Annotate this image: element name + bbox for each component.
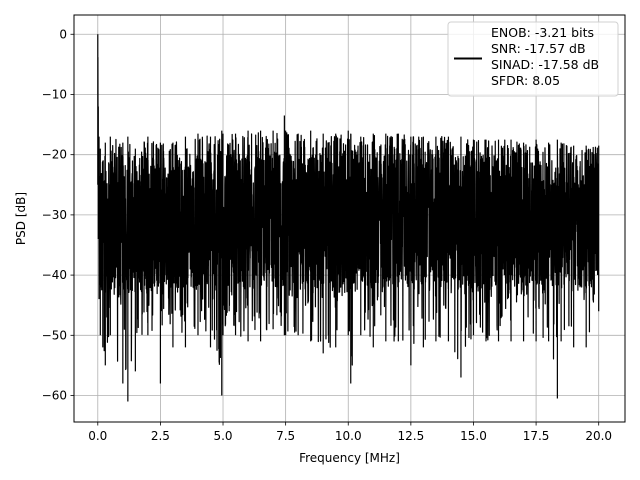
y-axis-ticks: 0 −10 −20 −30 −40 −50 −60 [42,27,74,403]
x-tick-label: 15.0 [460,429,487,443]
x-tick-label: 17.5 [523,429,550,443]
x-tick-label: 7.5 [276,429,295,443]
x-tick-label: 20.0 [585,429,612,443]
axes-frame [73,14,626,423]
x-tick-label: 10.0 [335,429,362,443]
x-axis-ticks: 0.0 2.5 5.0 7.5 10.0 12.5 15.0 17.5 20.0 [88,422,612,443]
x-tick-label: 2.5 [151,429,170,443]
x-tick-label: 5.0 [213,429,232,443]
y-tick-label: 0 [59,27,67,41]
y-tick-label: −60 [42,389,67,403]
legend: ENOB: -3.21 bits SNR: -17.57 dB SINAD: -… [447,21,619,97]
y-tick-label: −20 [42,148,67,162]
x-tick-label: 12.5 [398,429,425,443]
y-tick-label: −30 [42,208,67,222]
x-tick-label: 0.0 [88,429,107,443]
legend-enob: ENOB: -3.21 bits [491,25,594,40]
x-axis-label: Frequency [MHz] [299,451,400,465]
plot-data [97,34,600,402]
legend-sfdr: SFDR: 8.05 [491,73,560,88]
y-tick-label: −50 [42,328,67,342]
y-tick-label: −40 [42,268,67,282]
psd-series-line [97,34,600,402]
legend-snr: SNR: -17.57 dB [491,41,586,56]
legend-sinad: SINAD: -17.58 dB [491,57,599,72]
y-tick-label: −10 [42,87,67,101]
y-axis-label: PSD [dB] [14,192,28,245]
legend-box [447,21,619,97]
